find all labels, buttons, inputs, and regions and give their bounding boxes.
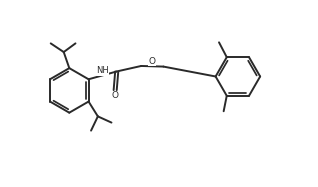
Text: NH: NH xyxy=(96,66,108,75)
Text: O: O xyxy=(111,91,118,100)
Text: O: O xyxy=(149,57,156,66)
